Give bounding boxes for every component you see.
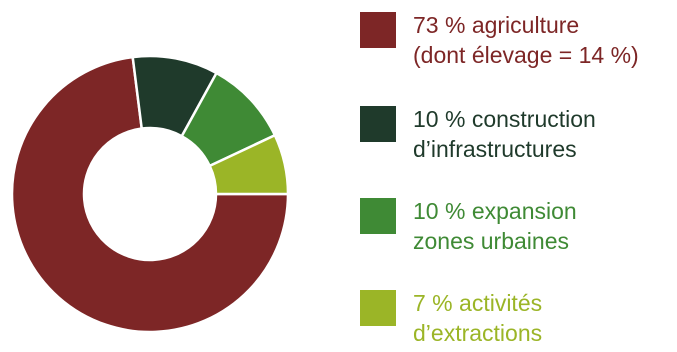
legend-item-construction: 10 % construction d’infrastructures (360, 104, 596, 164)
legend-label-extractions-line1: 7 % activités (413, 290, 543, 316)
legend-item-agriculture: 73 % agriculture (dont élevage = 14 %) (360, 10, 639, 70)
legend-label-expansion-line2: zones urbaines (413, 228, 569, 254)
donut-slice-agriculture (10, 55, 290, 334)
legend-item-extractions: 7 % activités d’extractions (360, 288, 542, 348)
donut-chart (10, 54, 290, 334)
donut-slice-extractions (208, 133, 290, 196)
legend-label-construction-line2: d’infrastructures (413, 136, 577, 162)
legend-label-expansion-line1: 10 % expansion (413, 198, 577, 224)
legend-label-agriculture-line2: (dont élevage = 14 %) (413, 42, 639, 68)
legend-swatch-expansion (360, 198, 396, 234)
legend-item-expansion: 10 % expansion zones urbaines (360, 196, 577, 256)
legend-swatch-extractions (360, 290, 396, 326)
legend-swatch-construction (360, 106, 396, 142)
legend-label-extractions-line2: d’extractions (413, 320, 543, 346)
legend-label-construction-line1: 10 % construction (413, 106, 596, 132)
legend-swatch-agriculture (360, 12, 396, 48)
legend-label-agriculture-line1: 73 % agriculture (413, 12, 580, 38)
